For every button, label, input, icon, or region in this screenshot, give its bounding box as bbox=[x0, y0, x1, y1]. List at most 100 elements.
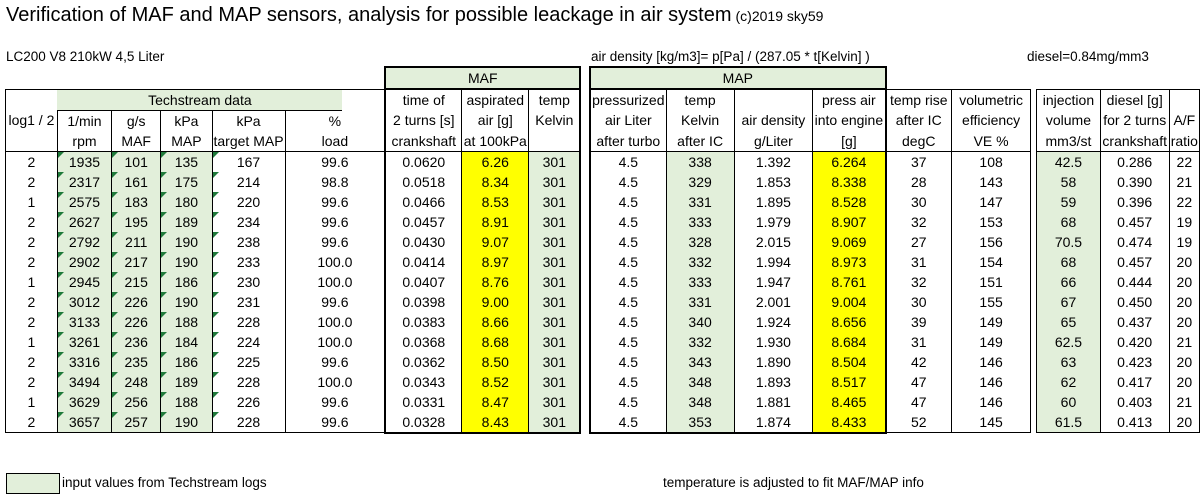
cell-temp-rise: 32 bbox=[885, 271, 952, 292]
spacer-cell bbox=[580, 312, 590, 332]
cell-temp-after-ic: 332 bbox=[666, 331, 735, 352]
cell-rpm: 2627 bbox=[57, 211, 113, 232]
cell-temp-rise: 28 bbox=[885, 171, 952, 192]
cell-time: 0.0368 bbox=[384, 331, 463, 352]
cell-temp-rise: 31 bbox=[885, 251, 952, 272]
spacer-cell bbox=[580, 172, 590, 192]
legend-text: input values from Techstream logs bbox=[62, 475, 267, 490]
header-time-2: 2 turns [s] bbox=[384, 110, 463, 131]
cell-map: 190 bbox=[160, 251, 213, 272]
cell-load: 100.0 bbox=[285, 371, 386, 392]
cell-press-air: 8.504 bbox=[812, 351, 887, 372]
spacer-cell bbox=[580, 412, 590, 433]
cell-temp-rise: 32 bbox=[885, 211, 952, 232]
header-press-air-1: press air bbox=[812, 88, 887, 110]
cell-temp-kelvin: 301 bbox=[528, 411, 582, 434]
header-pressurized-3: after turbo bbox=[589, 130, 667, 152]
cell-press-air: 9.069 bbox=[812, 231, 887, 252]
header-load-1: % bbox=[285, 110, 386, 131]
header-aspirated-2: air [g] bbox=[461, 110, 530, 131]
cell-log: 1 bbox=[5, 391, 58, 412]
header-row-2: log1 / 2 1/min g/s kPa kPa % 2 turns [s]… bbox=[5, 110, 1200, 131]
header-diesel-3: crankshaft bbox=[1100, 130, 1170, 152]
table-row: 1 2945 215 186 230 100.0 0.0407 8.76 301 4.5 333 1.… bbox=[5, 271, 1200, 292]
cell-aspirated-air: 9.00 bbox=[461, 291, 530, 312]
cell-log: 2 bbox=[5, 251, 58, 272]
cell-rpm: 3261 bbox=[57, 331, 113, 352]
header-temp-rise-1: temp rise bbox=[885, 88, 952, 110]
cell-map: 188 bbox=[160, 391, 213, 412]
cell-time: 0.0328 bbox=[384, 411, 463, 434]
cell-time: 0.0414 bbox=[384, 251, 463, 272]
header-log-1: log1 / 2 bbox=[5, 110, 58, 131]
table-row: 2 1935 101 135 167 99.6 0.0620 6.26 301 4.5 338 1.3… bbox=[5, 151, 1200, 172]
cell-temp-kelvin: 301 bbox=[528, 251, 582, 272]
cell-target-map: 233 bbox=[212, 251, 286, 272]
cell-diesel: 0.457 bbox=[1100, 211, 1170, 232]
cell-ve: 151 bbox=[951, 271, 1032, 292]
cell-temp-after-ic: 348 bbox=[666, 391, 735, 412]
cell-diesel: 0.444 bbox=[1100, 271, 1170, 292]
header-temp1-2: Kelvin bbox=[528, 110, 582, 131]
spacer-cell bbox=[580, 392, 590, 412]
cell-temp-after-ic: 338 bbox=[666, 151, 735, 172]
header-temp-rise-2: after IC bbox=[885, 110, 952, 131]
cell-injection: 59 bbox=[1036, 191, 1101, 212]
spacer-cell bbox=[580, 192, 590, 212]
cell-aspirated-air: 8.34 bbox=[461, 171, 530, 192]
header-press-air-3: [g] bbox=[812, 130, 887, 152]
legend-swatch bbox=[6, 473, 60, 494]
cell-target-map: 230 bbox=[212, 271, 286, 292]
header-temp2-1: temp bbox=[666, 88, 735, 110]
cell-maf: 256 bbox=[111, 391, 162, 412]
cell-af-ratio: 20 bbox=[1169, 411, 1200, 433]
footnote-text: temperature is adjusted to fit MAF/MAP i… bbox=[663, 475, 924, 490]
cell-temp-kelvin: 301 bbox=[528, 191, 582, 212]
cell-target-map: 224 bbox=[212, 331, 286, 352]
cell-diesel: 0.423 bbox=[1100, 351, 1170, 372]
cell-temp-after-ic: 333 bbox=[666, 211, 735, 232]
cell-press-air: 8.761 bbox=[812, 271, 887, 292]
spacer-cell bbox=[580, 352, 590, 372]
cell-af-ratio: 22 bbox=[1169, 191, 1200, 212]
cell-pressurized-liter: 4.5 bbox=[589, 351, 667, 372]
cell-aspirated-air: 8.76 bbox=[461, 271, 530, 292]
cell-map: 188 bbox=[160, 311, 213, 332]
cell-rpm: 2902 bbox=[57, 251, 113, 272]
cell-pressurized-liter: 4.5 bbox=[589, 371, 667, 392]
map-group-header: MAP bbox=[589, 66, 887, 89]
cell-injection: 60 bbox=[1036, 391, 1101, 412]
header-row-1: Techstream data time of aspirated temp p… bbox=[5, 88, 1200, 111]
cell-temp-after-ic: 332 bbox=[666, 251, 735, 272]
cell-maf: 226 bbox=[111, 291, 162, 312]
cell-aspirated-air: 6.26 bbox=[461, 151, 530, 172]
cell-ve: 156 bbox=[951, 231, 1032, 252]
header-time-1: time of bbox=[384, 88, 463, 110]
cell-air-density: 1.874 bbox=[734, 411, 814, 434]
cell-aspirated-air: 8.52 bbox=[461, 371, 530, 392]
cell-aspirated-air: 8.97 bbox=[461, 251, 530, 272]
cell-temp-rise: 42 bbox=[885, 351, 952, 372]
cell-af-ratio: 19 bbox=[1169, 211, 1200, 232]
cell-time: 0.0466 bbox=[384, 191, 463, 212]
header-map-2: MAP bbox=[160, 130, 213, 152]
header-injection-3: mm3/st bbox=[1036, 130, 1101, 152]
cell-temp-rise: 30 bbox=[885, 191, 952, 212]
cell-temp-after-ic: 343 bbox=[666, 351, 735, 372]
cell-map: 175 bbox=[160, 171, 213, 192]
header-map-1: kPa bbox=[160, 110, 213, 131]
header-ve-2: efficiency bbox=[951, 110, 1032, 131]
data-table: MAF MAP Techstream data time of aspirate… bbox=[5, 66, 1200, 434]
cell-injection: 62.5 bbox=[1036, 331, 1101, 352]
spacer-cell bbox=[580, 332, 590, 352]
cell-time: 0.0518 bbox=[384, 171, 463, 192]
cell-temp-after-ic: 328 bbox=[666, 231, 735, 252]
cell-rpm: 3316 bbox=[57, 351, 113, 372]
cell-temp-after-ic: 329 bbox=[666, 171, 735, 192]
header-temp1-3 bbox=[528, 130, 582, 152]
cell-maf: 195 bbox=[111, 211, 162, 232]
cell-temp-kelvin: 301 bbox=[528, 171, 582, 192]
cell-injection: 61.5 bbox=[1036, 411, 1101, 433]
cell-diesel: 0.450 bbox=[1100, 291, 1170, 312]
cell-air-density: 1.392 bbox=[734, 151, 814, 172]
